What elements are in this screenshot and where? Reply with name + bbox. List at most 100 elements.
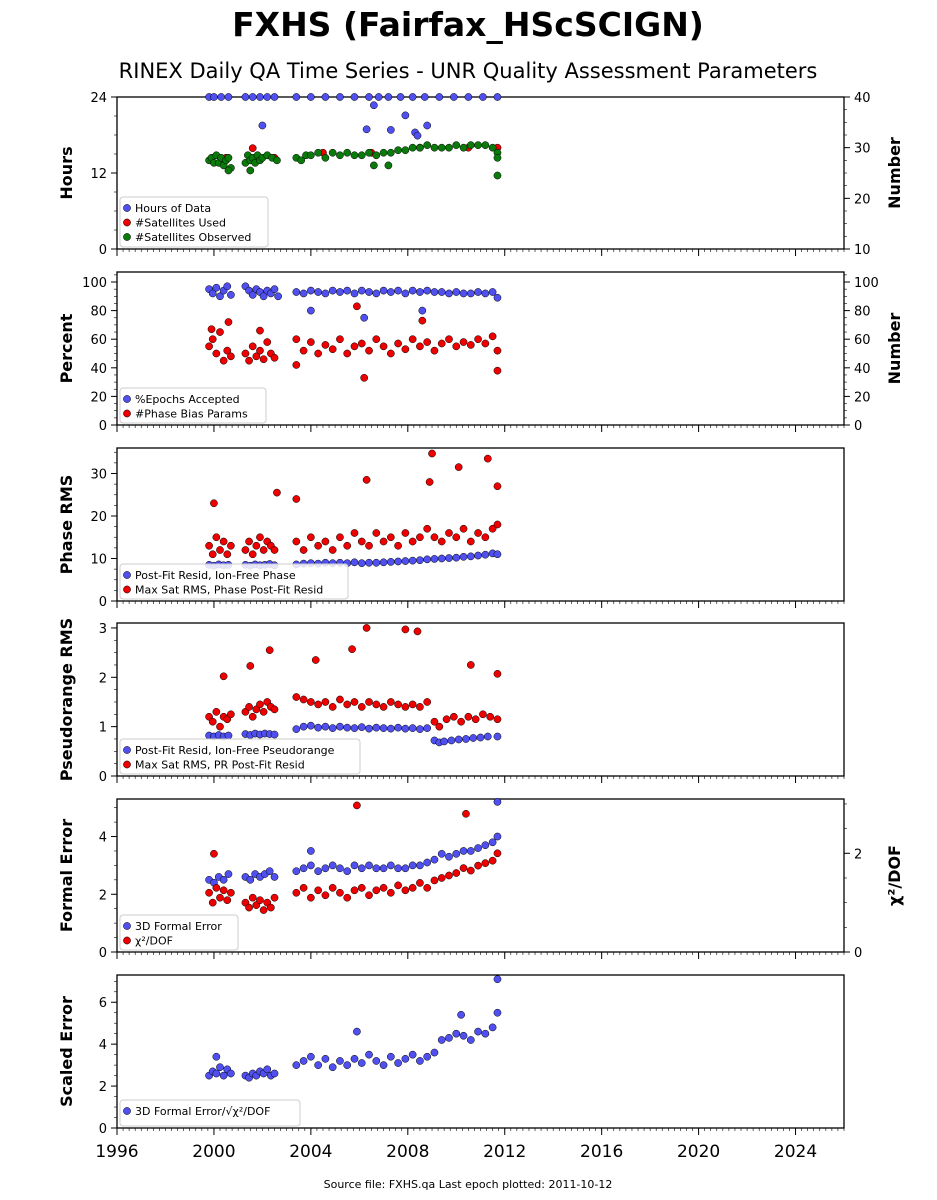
legend-label: 3D Formal Error — [135, 920, 222, 933]
data-point — [416, 1057, 424, 1065]
data-point — [423, 883, 432, 892]
data-point — [445, 529, 453, 537]
data-point — [416, 143, 424, 152]
data-point — [430, 717, 439, 726]
y-axis-label: Phase RMS — [57, 475, 76, 575]
data-point — [307, 893, 315, 902]
data-point — [386, 148, 395, 157]
data-point — [292, 867, 301, 876]
y-tick-label: 10 — [90, 553, 107, 568]
data-point — [212, 349, 221, 358]
data-point — [336, 864, 344, 873]
data-point — [212, 707, 221, 716]
data-point — [321, 891, 330, 900]
legend: %Epochs Accepted #Phase Bias Params — [119, 387, 267, 424]
data-point — [466, 289, 475, 298]
data-point — [462, 809, 470, 818]
data-point — [299, 722, 308, 731]
data-point — [469, 734, 478, 742]
data-point — [365, 861, 373, 870]
data-point — [360, 373, 369, 382]
x-tick-label: 2020 — [677, 1142, 720, 1162]
y-tick-label: 0 — [99, 419, 107, 434]
data-point — [270, 546, 279, 554]
data-point — [481, 550, 490, 559]
data-point — [212, 1052, 221, 1061]
data-point — [394, 1059, 402, 1067]
data-point — [328, 345, 337, 354]
data-point — [459, 289, 468, 298]
legend-label: Post-Fit Resid, Ion-Free Pseudorange — [135, 744, 335, 757]
data-point — [217, 93, 226, 101]
data-point — [437, 143, 446, 152]
data-point — [408, 286, 417, 295]
data-point — [353, 1027, 361, 1036]
data-point — [314, 1061, 322, 1069]
legend-label: #Phase Bias Params — [135, 408, 248, 421]
data-point — [430, 876, 439, 885]
data-point — [437, 874, 446, 882]
data-point — [394, 541, 402, 550]
data-point — [219, 1071, 228, 1080]
data-point — [493, 975, 502, 984]
data-point — [307, 533, 315, 542]
data-point — [416, 342, 424, 351]
data-point — [224, 870, 233, 878]
data-point — [452, 849, 461, 858]
panel-6: 0 2 4 6 Scaled Error 3D Formal Error/√χ²/DOF 1… — [57, 974, 845, 1162]
data-point — [248, 93, 257, 101]
data-point — [259, 906, 268, 914]
data-point — [362, 476, 371, 484]
y-tick-label: 100 — [82, 276, 107, 291]
data-point — [292, 93, 301, 101]
data-point — [270, 353, 279, 362]
data-point — [379, 703, 388, 711]
legend-marker — [123, 571, 131, 579]
data-point — [454, 463, 463, 471]
data-point — [292, 888, 301, 897]
data-point — [459, 338, 468, 346]
y2-tick-label: 10 — [854, 243, 871, 258]
data-point — [384, 161, 393, 170]
data-point — [372, 335, 381, 344]
data-point — [328, 546, 337, 554]
data-point — [445, 335, 453, 344]
data-point — [265, 646, 274, 654]
data-point — [401, 886, 410, 895]
data-point — [386, 888, 395, 897]
legend-label: Max Sat RMS, Phase Post-Fit Resid — [135, 584, 323, 597]
data-point — [314, 148, 322, 157]
data-point — [227, 888, 235, 897]
data-point — [258, 121, 267, 130]
legend: Hours of Data #Satellites Used#Satellites… — [119, 196, 269, 248]
data-point — [481, 339, 490, 348]
data-point — [246, 875, 255, 884]
data-point — [208, 335, 217, 344]
data-point — [423, 858, 432, 867]
legend-label: Post-Fit Resid, Ion-Free Phase — [135, 569, 296, 582]
data-point — [466, 341, 475, 349]
data-point — [445, 554, 453, 562]
footer-source: Source file: FXHS.qa Last epoch plotted:… — [324, 1178, 613, 1191]
data-point — [423, 338, 432, 346]
data-point — [437, 849, 446, 858]
data-point — [386, 698, 395, 706]
data-point — [256, 346, 264, 355]
data-point — [314, 886, 322, 895]
data-point — [416, 879, 424, 887]
data-point — [379, 148, 388, 157]
y-axis-label: Formal Error — [57, 819, 76, 932]
legend-label: #Satellites Observed — [135, 231, 251, 244]
data-point — [481, 1029, 490, 1038]
y2-tick-label: 30 — [854, 142, 871, 157]
legend: 3D Formal Error/√χ²/DOF — [119, 1099, 301, 1127]
data-point — [430, 533, 439, 542]
legend-label: Max Sat RMS, PR Post-Fit Resid — [135, 759, 305, 772]
data-point — [357, 723, 366, 731]
y-tick-label: 24 — [90, 91, 107, 106]
data-point — [476, 733, 485, 742]
data-point — [216, 546, 224, 554]
data-point — [328, 1063, 337, 1072]
data-point — [241, 349, 250, 358]
data-point — [219, 537, 228, 546]
